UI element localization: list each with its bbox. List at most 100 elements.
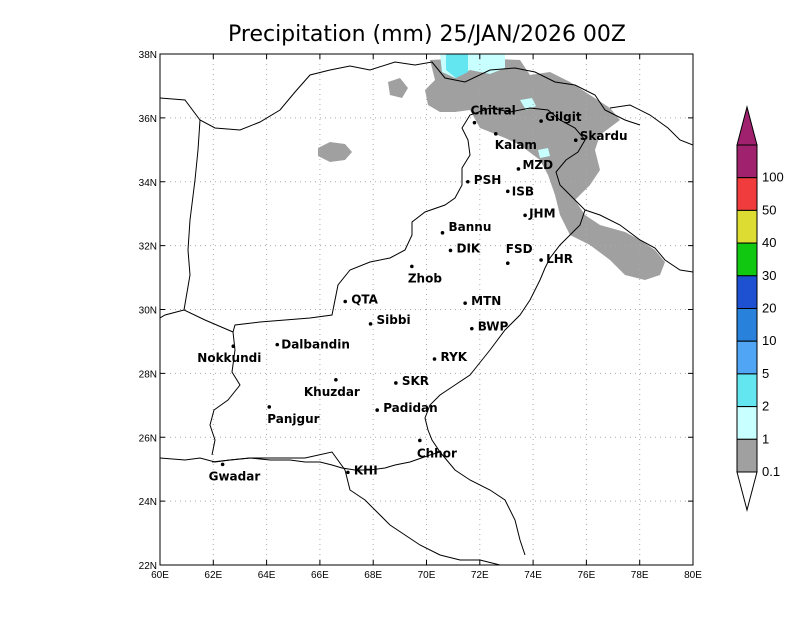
city-label: MTN <box>471 294 501 308</box>
y-tick-label: 36N <box>139 114 157 125</box>
x-tick-label: 76E <box>578 570 596 581</box>
city-label: JHM <box>528 206 555 220</box>
colorbar-swatch <box>736 209 758 244</box>
city-label: DIK <box>456 241 480 255</box>
indian-coast <box>439 451 526 556</box>
city-dot <box>505 189 510 194</box>
x-tick-label: 70E <box>418 570 436 581</box>
city-dot <box>275 342 280 347</box>
city-dot <box>523 213 527 218</box>
city-dot <box>346 470 350 475</box>
x-tick-label: 80E <box>684 570 702 581</box>
colorbar-swatch <box>736 340 758 375</box>
x-tick-label: 66E <box>311 570 329 581</box>
city-dot <box>368 322 373 326</box>
y-tick-label: 34N <box>139 178 157 189</box>
city-dot <box>334 377 338 382</box>
city-dot <box>466 179 470 184</box>
axis-ticks: 60E 62E 64E 66E 68E 70E 72E 74E 76E 78E 80E 22N 24N 2… <box>139 50 703 581</box>
colorbar-swatch <box>736 242 758 277</box>
plot-area: Chitral Gilgit Kalam Skardu MZD PSH ISB JHM Bann… <box>160 54 693 565</box>
city-dot <box>463 301 467 305</box>
colorbar-swatch <box>736 177 758 211</box>
x-tick-label: 72E <box>471 570 489 581</box>
city-label: FSD <box>506 242 533 256</box>
precip-area-small-west <box>318 142 352 162</box>
colorbar-label: 20 <box>762 301 776 316</box>
precip-shading <box>318 54 665 280</box>
precip-area-cyan-mzd <box>538 148 550 158</box>
city-label: KHI <box>354 463 378 477</box>
city-dot <box>410 264 414 269</box>
y-tick-label: 32N <box>139 242 157 253</box>
city-label: Zhob <box>408 271 442 285</box>
afghanistan-north-border <box>160 61 641 131</box>
city-dot <box>231 344 236 349</box>
colorbar-label: 50 <box>762 202 776 217</box>
afghanistan-west-border <box>183 119 234 333</box>
x-tick-label: 68E <box>364 570 382 581</box>
city-dot <box>539 258 543 262</box>
city-label: Gwadar <box>209 469 261 483</box>
colorbar-label: 5 <box>762 366 769 381</box>
y-tick-label: 38N <box>139 50 157 61</box>
city-label: Bannu <box>448 220 491 234</box>
city-label: BWP <box>478 320 509 334</box>
city-label: Kalam <box>495 138 537 152</box>
colorbar-label: 1 <box>762 431 769 446</box>
city-label: RYK <box>440 350 467 364</box>
city-dot <box>505 261 510 265</box>
colorbar-swatch <box>736 406 758 440</box>
city-markers: Chitral Gilgit Kalam Skardu MZD PSH ISB JHM Bann… <box>197 104 627 484</box>
city-label: Gilgit <box>545 110 582 124</box>
x-tick-label: 62E <box>204 570 222 581</box>
colorbar-label: 2 <box>762 399 769 414</box>
city-label: LHR <box>546 252 573 266</box>
colorbar-swatch <box>736 308 758 342</box>
precip-area-small-northwest <box>388 78 408 98</box>
y-tick-label: 22N <box>139 561 157 572</box>
city-label: Panjgur <box>267 412 319 426</box>
coast-line <box>160 451 501 565</box>
city-label: Nokkundi <box>197 351 261 365</box>
city-label: Skardu <box>580 129 628 143</box>
colorbar-over-triangle <box>736 105 758 146</box>
city-dot <box>343 299 348 304</box>
colorbar-label: 0.1 <box>762 464 780 479</box>
country-borders <box>160 61 693 565</box>
city-label: ISB <box>512 184 534 198</box>
city-dot <box>470 326 474 331</box>
iran-border <box>160 309 185 319</box>
precip-area-cyan-gilgit <box>520 98 536 110</box>
city-dot <box>448 248 453 253</box>
x-tick-label: 74E <box>524 570 542 581</box>
colorbar-under-triangle <box>736 471 758 512</box>
city-dot <box>440 231 445 235</box>
city-label: Chhor <box>417 446 457 460</box>
city-dot <box>493 132 498 136</box>
india-border <box>584 209 693 273</box>
city-label: Dalbandin <box>281 338 350 352</box>
grid-lines <box>160 54 693 565</box>
colorbar-swatch <box>736 144 758 179</box>
y-tick-label: 28N <box>139 369 157 380</box>
x-tick-label: 64E <box>258 570 276 581</box>
colorbar-label: 10 <box>762 333 776 348</box>
x-tick-label: 78E <box>631 570 649 581</box>
city-label: Padidan <box>383 401 438 415</box>
city-dot <box>220 462 225 467</box>
map-title: Precipitation (mm) 25/JAN/2026 00Z <box>228 22 626 47</box>
city-label: Khuzdar <box>304 385 360 399</box>
city-dot <box>418 438 422 443</box>
city-dot <box>375 408 379 412</box>
colorbar-label: 40 <box>762 235 776 250</box>
city-dot <box>539 119 543 123</box>
y-tick-label: 30N <box>139 306 157 317</box>
colorbar-label: 100 <box>762 170 784 185</box>
city-label: Sibbi <box>377 313 411 327</box>
x-tick-label: 60E <box>151 570 169 581</box>
city-dot <box>432 357 437 361</box>
y-tick-label: 24N <box>139 497 157 508</box>
pakistan-border <box>209 107 586 471</box>
